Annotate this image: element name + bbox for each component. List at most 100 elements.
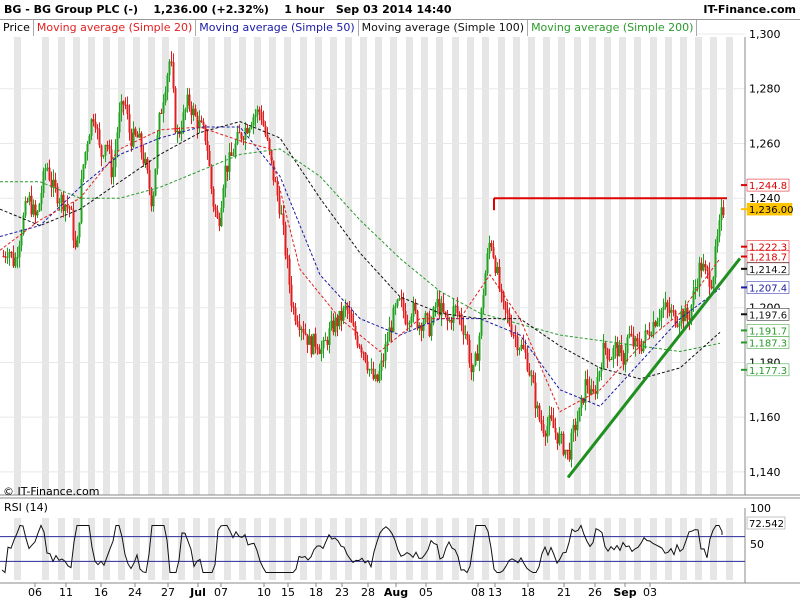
candle-down	[150, 188, 153, 207]
candle-down	[604, 342, 607, 349]
candle-down	[586, 379, 589, 386]
candle-down	[458, 313, 461, 316]
candle-up	[484, 273, 487, 296]
chart-header: BG - BG Group PLC (-) 1,236.00 (+2.32%) …	[0, 0, 800, 20]
candle-down	[364, 352, 367, 362]
price-tag-box	[746, 281, 790, 294]
x-tick-label: 15	[281, 586, 295, 599]
candle-up	[138, 133, 141, 138]
candle-down	[288, 258, 291, 285]
candle-up	[432, 307, 435, 324]
candle-down	[134, 128, 137, 135]
candle-down	[208, 150, 211, 166]
candle-up	[664, 302, 667, 307]
candle-down	[218, 217, 221, 227]
x-tick-label: 06	[28, 586, 42, 599]
candle-up	[78, 222, 81, 238]
day-band	[208, 37, 215, 495]
legend-ma100[interactable]: Moving average (Simple 100)	[358, 20, 529, 36]
candle-down	[336, 317, 339, 327]
candle-down	[420, 325, 423, 331]
candle-down	[194, 108, 197, 116]
candle-down	[562, 433, 565, 455]
copyright-label: © IT-Finance.com	[3, 485, 100, 498]
candle-up	[198, 120, 201, 129]
candle-up	[36, 211, 39, 216]
candle-up	[434, 306, 437, 308]
candle-down	[172, 62, 175, 89]
candle-up	[320, 348, 323, 354]
candle-up	[702, 264, 705, 271]
candle-up	[386, 341, 389, 344]
candle-up	[252, 117, 255, 126]
candle-up	[64, 204, 67, 211]
rsi-day-band	[103, 518, 110, 580]
candle-down	[190, 105, 193, 116]
price-tag-box	[746, 308, 790, 321]
candle-down	[270, 150, 273, 161]
legend-price[interactable]: Price	[0, 20, 34, 36]
candle-down	[70, 208, 73, 210]
candle-up	[600, 369, 603, 372]
candle-up	[112, 167, 115, 178]
candle-down	[490, 243, 493, 248]
candle-down	[242, 138, 245, 140]
ma20-line	[0, 126, 721, 413]
candle-up	[186, 94, 189, 109]
rsi-day-band	[42, 518, 49, 580]
candle-up	[28, 195, 31, 202]
candle-down	[100, 145, 103, 157]
y-tick-label: 1,240	[749, 192, 781, 205]
legend-ma50[interactable]: Moving average (Simple 50)	[196, 20, 359, 36]
candle-up	[250, 125, 253, 129]
candle-down	[276, 182, 279, 196]
legend-ma20[interactable]: Moving average (Simple 20)	[33, 20, 197, 36]
day-band	[58, 37, 65, 495]
candle-down	[470, 363, 473, 373]
y-tick-label: 1,260	[749, 137, 781, 150]
candle-down	[514, 335, 517, 337]
candle-up	[698, 262, 701, 287]
candle-up	[392, 307, 395, 332]
x-tick-label: 27	[161, 586, 175, 599]
candle-down	[12, 252, 15, 267]
candle-up	[182, 112, 185, 131]
rsi-day-band	[436, 518, 443, 580]
rsi-value-box	[746, 516, 786, 530]
day-band	[162, 37, 169, 495]
rsi-day-band	[118, 518, 125, 580]
candle-down	[722, 207, 725, 216]
candle-up	[618, 345, 621, 357]
ma50-line	[0, 126, 721, 407]
rsi-day-band	[58, 518, 65, 580]
rsi-tick-label: 100	[750, 502, 771, 515]
candle-up	[690, 305, 693, 320]
candle-up	[164, 92, 167, 103]
rsi-day-band	[513, 518, 520, 580]
day-band	[73, 37, 80, 495]
candle-down	[442, 303, 445, 312]
candle-up	[102, 155, 105, 157]
candle-down	[306, 334, 309, 345]
candle-down	[532, 375, 535, 383]
candle-down	[10, 251, 13, 253]
candle-up	[518, 348, 521, 350]
legend-ma200[interactable]: Moving average (Simple 200)	[528, 20, 698, 36]
price-tag-label: 1,236.00	[749, 205, 794, 216]
candle-up	[440, 303, 443, 316]
day-band	[421, 37, 428, 495]
x-tick-label: 18	[521, 586, 535, 599]
candle-down	[354, 325, 357, 336]
candle-up	[58, 202, 61, 204]
candle-down	[126, 105, 129, 115]
candle-down	[266, 134, 269, 139]
candle-up	[448, 320, 451, 322]
candle-down	[538, 405, 541, 420]
candle-down	[556, 432, 559, 444]
candle-up	[88, 135, 91, 145]
day-band	[650, 37, 657, 495]
candle-down	[296, 321, 299, 325]
candle-up	[144, 158, 147, 164]
candle-down	[542, 424, 545, 434]
price-tag-label: 1,244.8	[749, 181, 787, 192]
